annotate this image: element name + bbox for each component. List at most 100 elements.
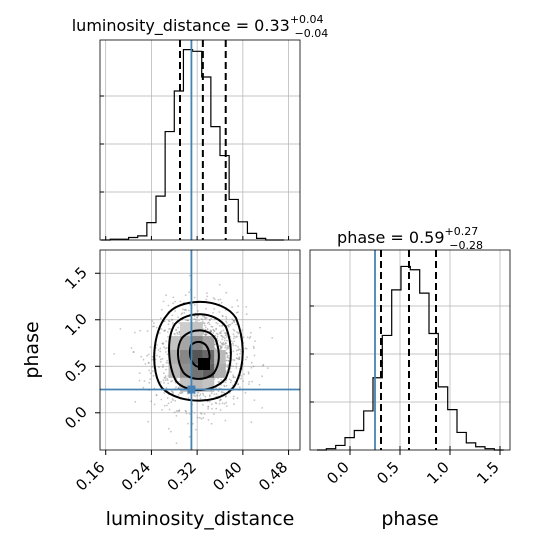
scatter-point (159, 360, 162, 363)
scatter-point (151, 325, 154, 328)
scatter-point (171, 390, 174, 393)
scatter-point (271, 337, 274, 339)
hist1-title-sub: −0.04 (295, 27, 329, 40)
scatter-point (200, 417, 203, 420)
scatter-point (232, 359, 235, 361)
scatter-point (194, 428, 197, 431)
scatter-point (213, 308, 216, 310)
scatter-point (226, 346, 228, 349)
scatter-point (219, 398, 222, 401)
scatter-point (225, 320, 228, 323)
hist2-frame (309, 249, 511, 451)
scatter-point (235, 367, 238, 369)
scatter-point (253, 347, 255, 350)
scatter-point (225, 405, 228, 407)
hist1-marks (101, 40, 290, 241)
scatter-point (205, 307, 208, 310)
scatter-point (214, 343, 217, 346)
scatter-point (221, 402, 224, 405)
scatter-point (220, 301, 223, 304)
scatter-point (238, 358, 240, 361)
scatter-point (232, 319, 235, 322)
scatter-point (211, 408, 213, 410)
scatter-point (162, 364, 165, 366)
scatter-point (149, 346, 152, 348)
scatter-point (224, 342, 227, 345)
scatter-point (210, 317, 213, 320)
scatter-point (225, 401, 228, 404)
scatter-point (225, 371, 228, 374)
scatter-point (173, 333, 176, 335)
scatter-point (171, 380, 174, 382)
scatter-point (210, 330, 213, 332)
scatter-point (232, 344, 235, 347)
scatter-point (188, 412, 191, 415)
scatter-point (207, 405, 210, 408)
scatter-point (165, 346, 168, 349)
scatter-point (216, 337, 219, 340)
scatter-point (245, 347, 248, 350)
scatter-point (222, 343, 225, 346)
scatter-point (246, 356, 249, 359)
scatter-point (240, 375, 243, 377)
scatter-point (222, 391, 225, 394)
scatter-point (202, 403, 204, 406)
scatter-point (193, 304, 196, 306)
scatter-point (151, 365, 154, 368)
scatter-point (189, 274, 191, 277)
scatter-point (183, 309, 186, 311)
scatter-point (152, 370, 154, 372)
scatter-point (204, 318, 207, 320)
scatter-point (266, 367, 269, 369)
scatter-point (153, 403, 156, 406)
hist1-bin (247, 233, 256, 240)
scatter-point (162, 342, 165, 345)
scatter-point (168, 320, 171, 323)
scatter-point (206, 328, 209, 331)
scatter-point (212, 328, 215, 331)
scatter-point (230, 371, 232, 373)
scatter-point (224, 396, 227, 398)
scatter-point (194, 318, 197, 321)
scatter-point (207, 406, 210, 408)
joint-yticks: 0.0 0.5 1.0 1.5 (61, 263, 100, 432)
scatter-point (223, 385, 226, 388)
scatter-point (233, 329, 236, 332)
scatter-point (225, 317, 228, 320)
scatter-point (165, 387, 168, 389)
scatter-point (211, 403, 213, 406)
scatter-point (175, 410, 178, 412)
scatter-point (220, 332, 222, 334)
scatter-point (238, 358, 241, 361)
scatter-point (236, 397, 239, 400)
scatter-point (245, 313, 248, 316)
scatter-point (218, 283, 221, 286)
scatter-point (238, 356, 241, 359)
scatter-point (197, 310, 199, 312)
scatter-point (210, 422, 213, 425)
scatter-point (244, 391, 247, 394)
scatter-point (210, 392, 213, 395)
scatter-point (224, 346, 227, 349)
scatter-point (143, 380, 146, 382)
joint-ytick-label: 0.5 (61, 356, 91, 386)
scatter-point (235, 331, 238, 333)
scatter-point (243, 373, 246, 376)
scatter-point (225, 315, 227, 318)
scatter-point (167, 402, 170, 405)
scatter-point (192, 422, 194, 425)
scatter-point (174, 310, 177, 312)
hist2-bin (354, 430, 363, 450)
scatter-point (219, 298, 222, 301)
scatter-point (171, 398, 174, 400)
scatter-point (223, 343, 226, 346)
scatter-point (198, 319, 200, 321)
scatter-point (165, 294, 168, 297)
scatter-point (202, 322, 205, 325)
scatter-point (162, 372, 165, 375)
scatter-point (215, 327, 218, 330)
scatter-point (237, 331, 240, 334)
scatter-point (197, 315, 200, 317)
scatter-point (225, 332, 228, 335)
